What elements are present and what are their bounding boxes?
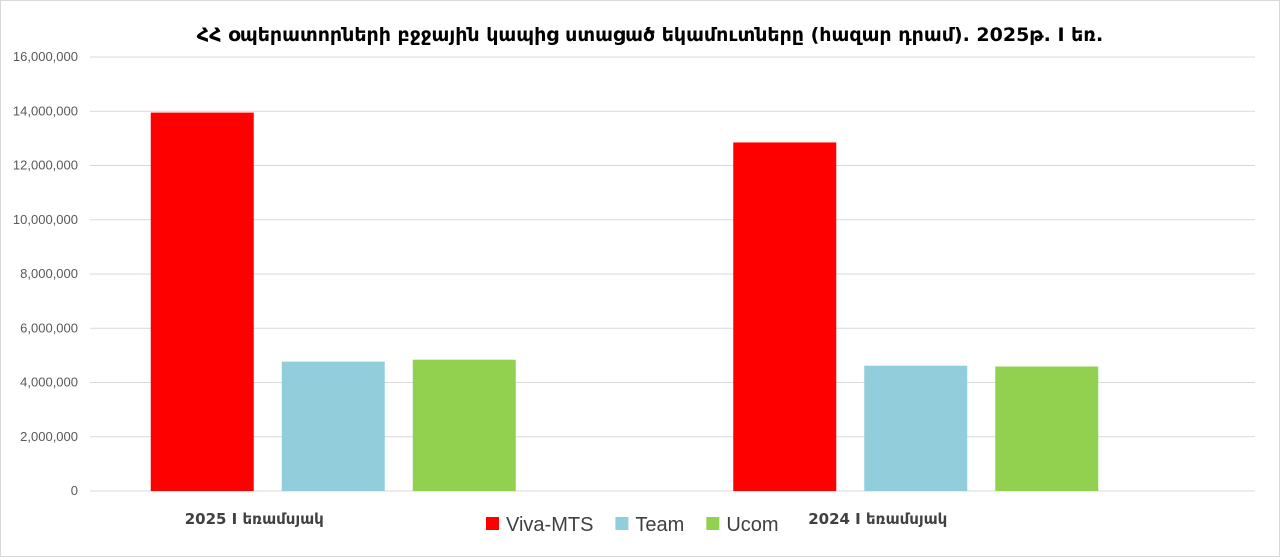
bar-ucom bbox=[995, 366, 1099, 491]
bar-viva-mts bbox=[733, 142, 837, 491]
legend-swatch bbox=[486, 517, 499, 530]
x-category-label: 2024 I եռամսյակ bbox=[808, 510, 947, 528]
chart-title: ՀՀ օպերատորների բջջային կապից ստացած եկա… bbox=[196, 24, 1104, 46]
legend-label: Team bbox=[635, 514, 684, 536]
bar-viva-mts bbox=[150, 112, 254, 491]
bar-team bbox=[281, 361, 385, 491]
y-tick-label: 12,000,000 bbox=[13, 158, 78, 173]
y-tick-label: 4,000,000 bbox=[20, 375, 78, 390]
y-tick-label: 2,000,000 bbox=[20, 429, 78, 444]
y-tick-label: 10,000,000 bbox=[13, 212, 78, 227]
legend-swatch bbox=[706, 517, 720, 530]
x-category-label: 2025 I եռամսյակ bbox=[185, 510, 324, 528]
y-tick-label: 14,000,000 bbox=[13, 103, 78, 118]
bar-team bbox=[864, 365, 968, 491]
y-tick-label: 16,000,000 bbox=[13, 49, 78, 64]
y-tick-label: 0 bbox=[71, 483, 78, 498]
bar-ucom bbox=[412, 359, 516, 491]
legend-label: Viva-MTS bbox=[506, 514, 593, 536]
y-tick-label: 6,000,000 bbox=[20, 320, 78, 335]
legend-swatch bbox=[615, 517, 629, 530]
y-tick-label: 8,000,000 bbox=[20, 266, 78, 281]
legend-label: Ucom bbox=[726, 514, 778, 536]
